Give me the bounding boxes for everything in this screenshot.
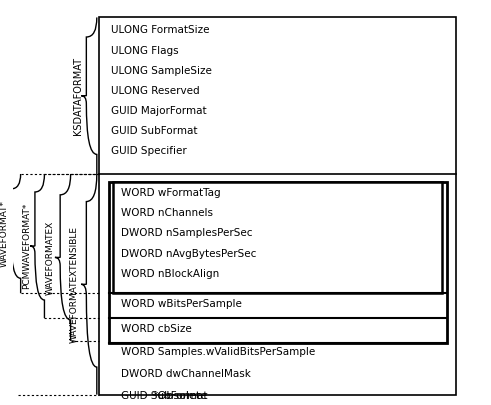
Bar	[113, 182, 442, 293]
Text: DWORD nAvgBytesPerSec: DWORD nAvgBytesPerSec	[121, 249, 256, 259]
Text: PCMWAVEFORMAT*: PCMWAVEFORMAT*	[22, 203, 31, 289]
Text: WORD nBlockAlign: WORD nBlockAlign	[121, 269, 219, 279]
Text: WAVEFORMATEX: WAVEFORMATEX	[46, 220, 55, 294]
Bar	[99, 17, 456, 394]
Text: WORD wFormatTag: WORD wFormatTag	[121, 188, 220, 198]
Text: WAVEFORMAT*: WAVEFORMAT*	[0, 200, 8, 267]
Text: GUID MajorFormat: GUID MajorFormat	[111, 106, 207, 116]
Text: ULONG SampleSize: ULONG SampleSize	[111, 66, 212, 76]
Text: ULONG FormatSize: ULONG FormatSize	[111, 26, 210, 36]
Text: WORD Samples.wValidBitsPerSample: WORD Samples.wValidBitsPerSample	[121, 347, 315, 357]
Text: GUID SubFormat: GUID SubFormat	[111, 126, 197, 136]
Text: GUID Specifier: GUID Specifier	[111, 146, 187, 156]
Text: DWORD nSamplesPerSec: DWORD nSamplesPerSec	[121, 228, 252, 239]
Text: KSDATAFORMAT: KSDATAFORMAT	[73, 57, 83, 135]
Text: ULONG Flags: ULONG Flags	[111, 45, 179, 55]
Text: WORD nChannels: WORD nChannels	[121, 208, 213, 218]
Text: WORD cbSize: WORD cbSize	[121, 324, 191, 334]
Text: WAVEFORMATEXTENSIBLE: WAVEFORMATEXTENSIBLE	[69, 226, 79, 343]
Text: WORD wBitsPerSample: WORD wBitsPerSample	[121, 299, 242, 309]
Text: ULONG Reserved: ULONG Reserved	[111, 86, 200, 96]
Bar	[109, 182, 447, 343]
Text: DWORD dwChannelMask: DWORD dwChannelMask	[121, 369, 250, 379]
Text: GUID SubFormat: GUID SubFormat	[121, 391, 207, 401]
Text: *Obsolete: *Obsolete	[153, 391, 208, 401]
